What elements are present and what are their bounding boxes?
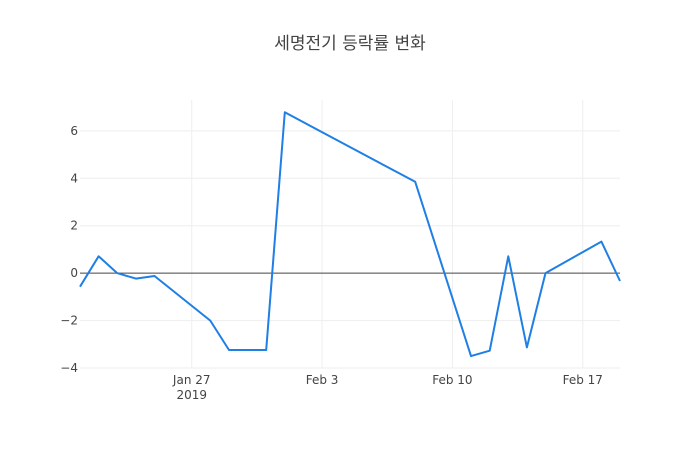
- y-tick-label: −2: [60, 314, 78, 328]
- chart-title: 세명전기 등락률 변화: [274, 34, 426, 54]
- y-tick-label: 0: [70, 266, 78, 280]
- y-tick-label: −4: [60, 361, 78, 375]
- y-tick-label: 4: [70, 171, 78, 185]
- y-tick-label: 6: [70, 124, 78, 138]
- x-tick-label: Feb 3: [306, 373, 339, 387]
- x-tick-label: Jan 27: [172, 373, 211, 387]
- series-layer: [79, 111, 621, 358]
- x-tick-label: Feb 10: [432, 373, 472, 387]
- x-tick-label: Feb 17: [563, 373, 603, 387]
- x-tick-sublabel: 2019: [176, 388, 207, 402]
- series-line: [79, 111, 621, 358]
- grid-layer: [80, 100, 620, 369]
- y-tick-label: 2: [70, 219, 78, 233]
